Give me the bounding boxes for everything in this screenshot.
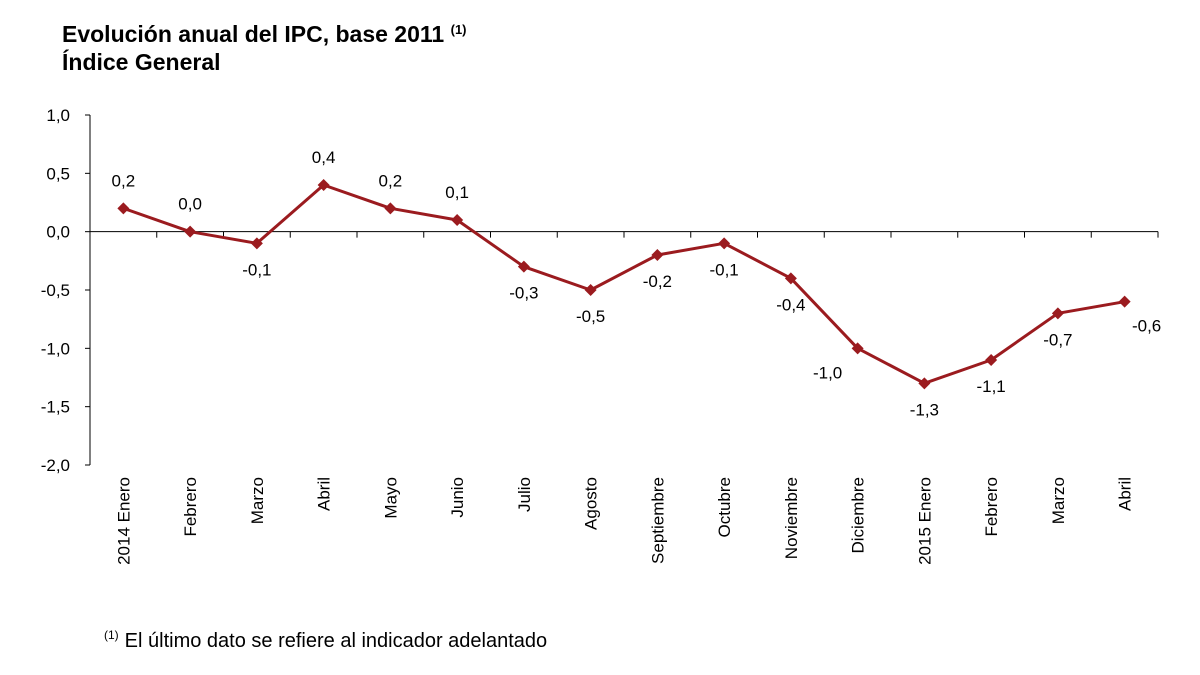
x-tick-label: Marzo — [248, 477, 267, 524]
chart-title: Evolución anual del IPC, base 2011 (1) Í… — [62, 16, 467, 76]
y-tick-label: 0,5 — [46, 164, 70, 183]
y-tick-label: -0,5 — [41, 281, 70, 300]
data-label: 0,0 — [178, 195, 202, 214]
data-point-marker — [1118, 295, 1131, 308]
title-text: Evolución anual del IPC, base 2011 — [62, 21, 445, 47]
data-label: -0,3 — [509, 284, 538, 303]
x-tick-label: Febrero — [982, 477, 1001, 537]
data-label: 0,2 — [112, 171, 136, 190]
x-tick-label: Octubre — [715, 477, 734, 537]
data-label: -0,4 — [776, 295, 805, 314]
x-tick-label: 2014 Enero — [114, 477, 133, 565]
data-label: -0,1 — [709, 260, 738, 279]
x-tick-label: 2015 Enero — [915, 477, 934, 565]
data-point-marker — [117, 202, 130, 215]
data-label: 0,4 — [312, 148, 336, 167]
x-tick-label: Abril — [1116, 477, 1135, 511]
x-tick-label: Diciembre — [849, 477, 868, 554]
y-tick-label: 1,0 — [46, 106, 70, 125]
data-point-marker — [918, 377, 931, 390]
y-tick-label: 0,0 — [46, 223, 70, 242]
x-tick-label: Junio — [448, 477, 467, 518]
y-tick-label: -2,0 — [41, 456, 70, 475]
data-point-marker — [517, 260, 530, 273]
title-note-ref: (1) — [450, 22, 467, 37]
data-point-marker — [851, 342, 864, 355]
data-label: 0,1 — [445, 183, 469, 202]
title-line-2: Índice General — [62, 49, 221, 75]
x-tick-label: Febrero — [181, 477, 200, 537]
data-point-marker — [384, 202, 397, 215]
data-point-marker — [451, 214, 464, 226]
data-point-marker — [1051, 307, 1064, 320]
x-tick-label: Abril — [315, 477, 334, 511]
data-label: -1,3 — [910, 400, 939, 419]
data-label: -0,5 — [576, 307, 605, 326]
x-tick-label: Julio — [515, 477, 534, 512]
data-point-marker — [317, 179, 330, 191]
x-tick-label: Agosto — [582, 477, 601, 530]
data-label: -1,1 — [976, 377, 1005, 396]
data-label: -1,0 — [813, 363, 842, 382]
data-label: -0,1 — [242, 260, 271, 279]
x-tick-label: Noviembre — [782, 477, 801, 559]
data-point-marker — [784, 272, 797, 285]
y-tick-label: -1,5 — [41, 398, 70, 417]
x-tick-label: Mayo — [381, 477, 400, 519]
data-point-marker — [985, 354, 998, 366]
footnote-text: El último dato se refiere al indicador a… — [124, 630, 548, 652]
x-tick-label: Septiembre — [648, 477, 667, 564]
data-point-marker — [651, 249, 664, 261]
data-label: 0,2 — [379, 171, 403, 190]
data-point-marker — [718, 237, 731, 250]
y-tick-label: -1,0 — [41, 339, 70, 358]
series-line — [122, 183, 1125, 385]
footnote-ref: (1) — [104, 628, 119, 642]
data-label: -0,2 — [643, 272, 672, 291]
data-point-marker — [184, 225, 197, 238]
title-line-1: Evolución anual del IPC, base 2011 (1) — [62, 16, 467, 48]
data-label: -0,7 — [1043, 330, 1072, 349]
footnote: (1) El último dato se refiere al indicado… — [104, 628, 547, 653]
data-label: -0,6 — [1132, 317, 1161, 336]
data-point-marker — [250, 237, 263, 250]
x-tick-label: Marzo — [1049, 477, 1068, 524]
data-point-marker — [584, 284, 597, 296]
